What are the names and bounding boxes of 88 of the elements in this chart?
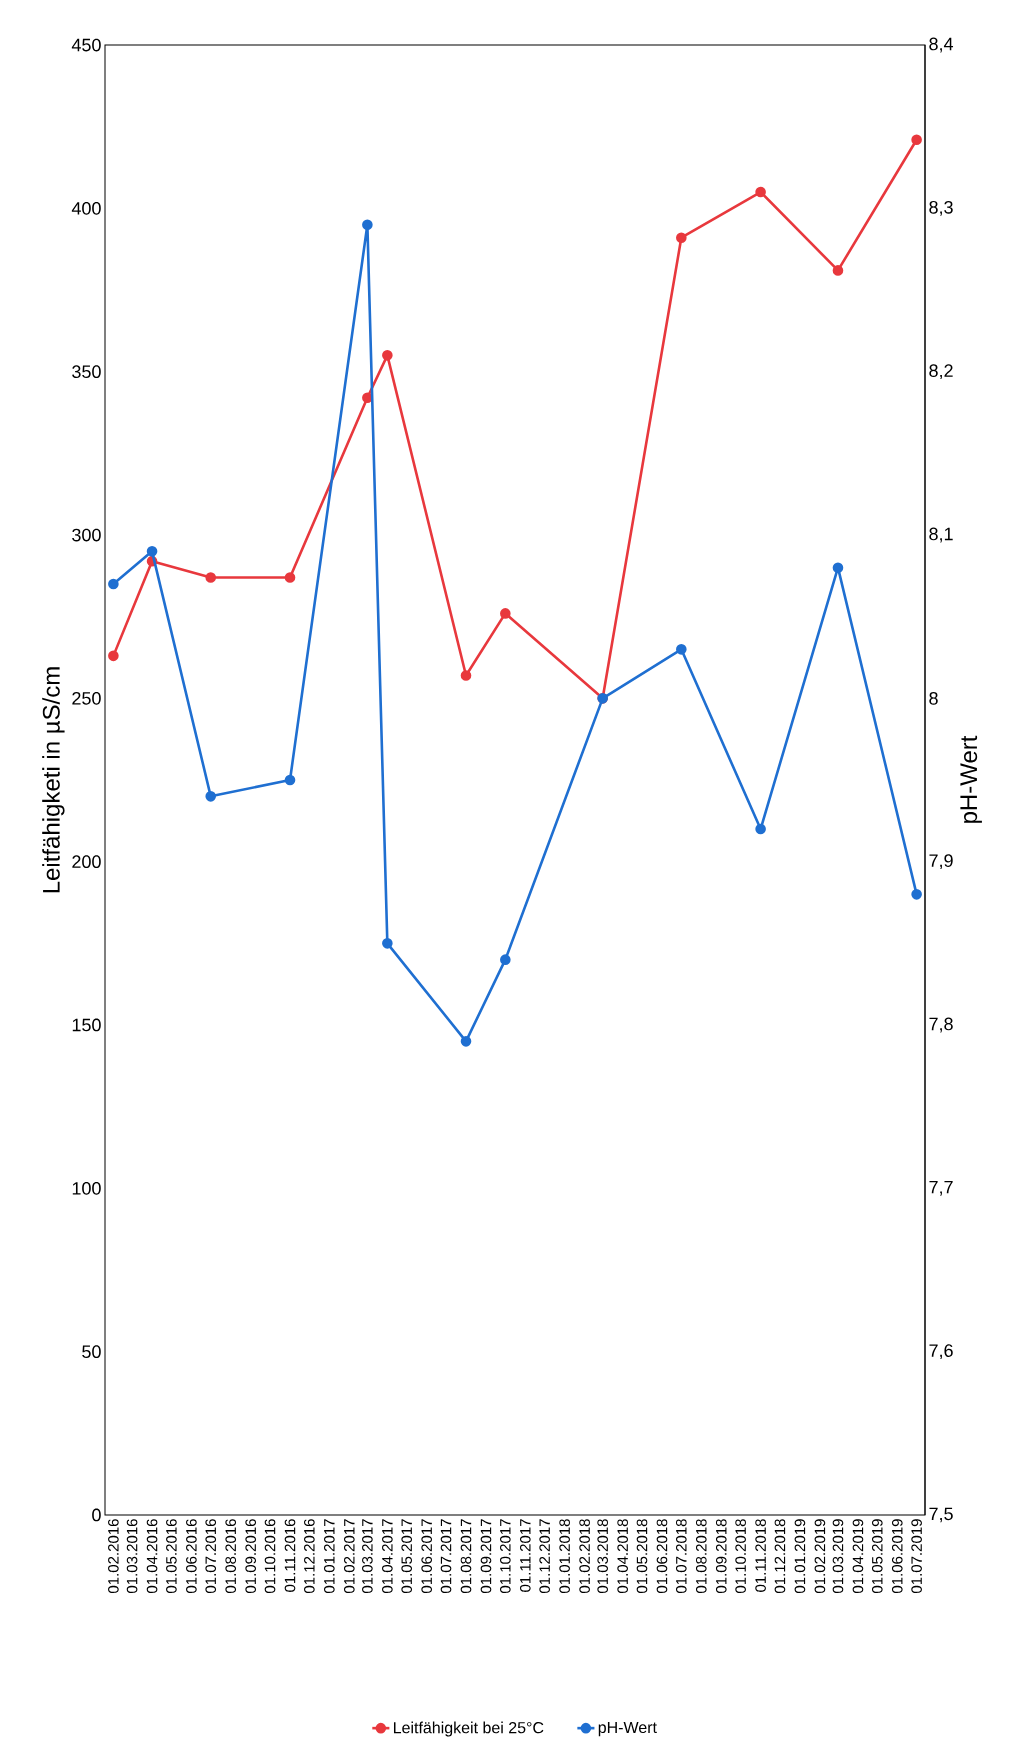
y2-tick-label: 7,6 (929, 1344, 953, 1360)
x-tick-label: 01.02.2018 (579, 1519, 590, 1594)
x-tick-label: 01.01.2018 (559, 1519, 570, 1594)
y2-tick-label: 7,7 (929, 1180, 953, 1196)
y2-tick-label: 8,3 (929, 200, 953, 216)
point (911, 889, 922, 900)
point (284, 774, 296, 786)
legend-label: pH-Wert (598, 1721, 657, 1737)
y-tick-label: 400 (71, 201, 101, 215)
x-tick-label: 01.10.2017 (500, 1519, 511, 1594)
x-tick-label: 01.07.2018 (676, 1519, 687, 1594)
x-tick-label: 01.11.2016 (284, 1519, 296, 1592)
x-tick-label: 01.08.2017 (460, 1519, 472, 1594)
y2-tick-label: 7,5 (929, 1507, 953, 1523)
x-tick-label: 01.12.2016 (304, 1519, 315, 1594)
point (676, 232, 687, 244)
point (676, 644, 687, 655)
point (911, 134, 922, 146)
x-tick-label: 01.11.2017 (520, 1519, 531, 1592)
y-tick-label: 100 (72, 1181, 101, 1195)
y-tick-label: 150 (72, 1018, 101, 1032)
point (500, 608, 511, 619)
x-tick-label: 01.04.2017 (382, 1519, 393, 1594)
x-tick-label: 01.09.2016 (245, 1519, 256, 1594)
point (362, 219, 373, 230)
x-tick-label: 01.11.2018 (755, 1519, 766, 1592)
x-tick-label: 01.06.2019 (891, 1519, 903, 1594)
x-tick-label: 01.07.2016 (205, 1519, 217, 1594)
y2-tick-label: 8,1 (929, 527, 953, 543)
x-tick-label: 01.05.2016 (166, 1519, 177, 1594)
x-tick-label: 01.04.2016 (146, 1519, 158, 1594)
x-tick-label: 01.02.2019 (814, 1519, 826, 1594)
x-tick-label: 01.02.2016 (108, 1519, 119, 1594)
y2-tick-label: 8,2 (929, 364, 953, 380)
x-tick-label: 01.06.2016 (186, 1519, 197, 1594)
x-tick-label: 01.06.2018 (656, 1519, 668, 1594)
y-axis-title: Leitfähigketi in µS/cm (42, 667, 65, 893)
x-tick-label: 01.12.2017 (539, 1519, 550, 1594)
point (108, 578, 119, 590)
legend-label: Leitfähigkeit bei 25°C (393, 1721, 544, 1737)
point (500, 954, 511, 965)
x-tick-label: 01.03.2017 (362, 1519, 373, 1594)
y2-axis-title: pH-Wert (960, 735, 982, 823)
x-tick-label: 01.05.2018 (636, 1519, 648, 1594)
y2-tick-label: 8,4 (929, 37, 954, 53)
x-tick-label: 01.03.2018 (597, 1519, 608, 1594)
point (205, 572, 217, 583)
point (382, 350, 393, 361)
y-tick-label: 0 (92, 1508, 101, 1522)
point (382, 938, 393, 949)
x-tick-label: 01.12.2018 (774, 1519, 786, 1594)
point (832, 265, 844, 276)
point (146, 546, 158, 557)
x-tick-label: 01.05.2017 (401, 1519, 412, 1594)
x-tick-label: 01.06.2017 (421, 1519, 432, 1594)
x-tick-label: 01.10.2016 (264, 1519, 276, 1594)
y2-tick-label: 7,8 (929, 1017, 953, 1033)
y-tick-label: 350 (72, 365, 101, 379)
x-tick-label: 01.04.2019 (852, 1519, 864, 1594)
x-tick-label: 01.01.2019 (794, 1519, 806, 1594)
point (460, 670, 472, 681)
x-tick-label: 01.04.2018 (617, 1519, 628, 1594)
point (755, 186, 766, 198)
y-tick-label: 300 (72, 528, 101, 542)
y-tick-label: 450 (71, 38, 101, 52)
x-tick-label: 01.01.2017 (324, 1519, 335, 1594)
point (755, 823, 766, 835)
point (460, 1036, 472, 1047)
y-tick-label: 250 (72, 691, 101, 705)
x-tick-label: 01.08.2016 (225, 1519, 237, 1594)
x-tick-label: 01.02.2017 (344, 1519, 355, 1594)
y2-tick-label: 7,9 (929, 854, 953, 870)
y-tick-label: 200 (72, 855, 101, 869)
x-tick-label: 01.09.2018 (715, 1519, 727, 1594)
x-tick-label: 01.09.2017 (480, 1519, 492, 1594)
y2-tick-label: 8 (929, 691, 938, 705)
x-tick-label: 01.07.2019 (911, 1519, 922, 1594)
x-tick-label: 01.08.2018 (695, 1519, 707, 1594)
x-tick-label: 01.10.2018 (735, 1519, 746, 1594)
point (108, 650, 119, 662)
x-tick-label: 01.03.2019 (832, 1519, 844, 1594)
point (832, 562, 844, 573)
x-tick-label: 01.03.2016 (126, 1519, 138, 1594)
x-tick-label: 01.05.2019 (871, 1519, 883, 1594)
point (284, 572, 296, 583)
point (205, 791, 217, 802)
y-tick-label: 50 (82, 1345, 101, 1359)
x-tick-label: 01.07.2017 (440, 1519, 452, 1594)
